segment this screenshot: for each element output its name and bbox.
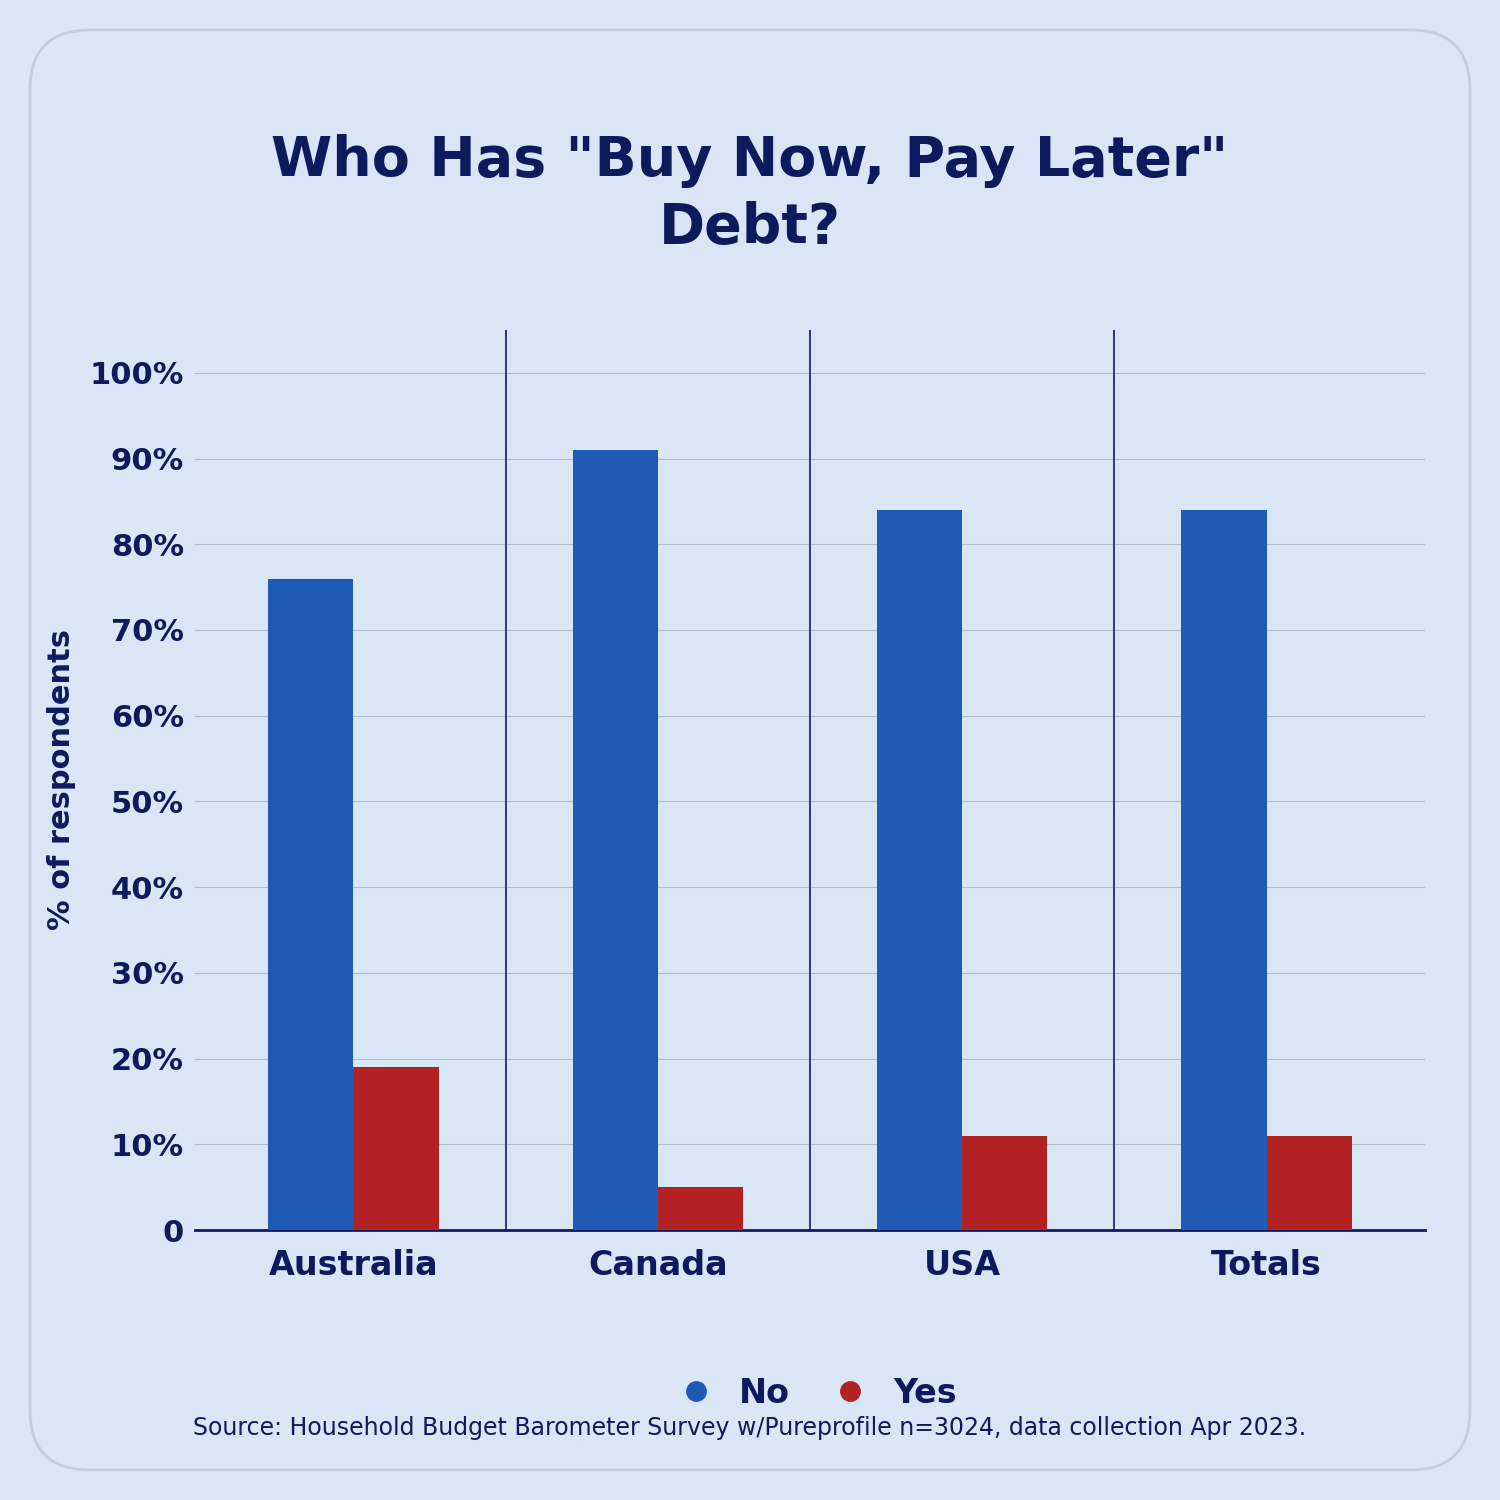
Bar bbox=[354, 1066, 438, 1230]
Bar bbox=[878, 510, 962, 1230]
Text: Who Has "Buy Now, Pay Later"
Debt?: Who Has "Buy Now, Pay Later" Debt? bbox=[272, 135, 1228, 255]
Bar bbox=[1182, 510, 1266, 1230]
Y-axis label: % of respondents: % of respondents bbox=[46, 630, 75, 930]
Legend: No, Yes: No, Yes bbox=[650, 1364, 970, 1424]
Bar bbox=[1266, 1136, 1352, 1230]
Bar bbox=[658, 1186, 742, 1230]
Text: Source: Household Budget Barometer Survey w/Pureprofile n=3024, data collection : Source: Household Budget Barometer Surve… bbox=[194, 1416, 1306, 1440]
FancyBboxPatch shape bbox=[30, 30, 1470, 1470]
Bar bbox=[962, 1136, 1047, 1230]
Bar bbox=[573, 450, 658, 1230]
Bar bbox=[268, 579, 354, 1230]
